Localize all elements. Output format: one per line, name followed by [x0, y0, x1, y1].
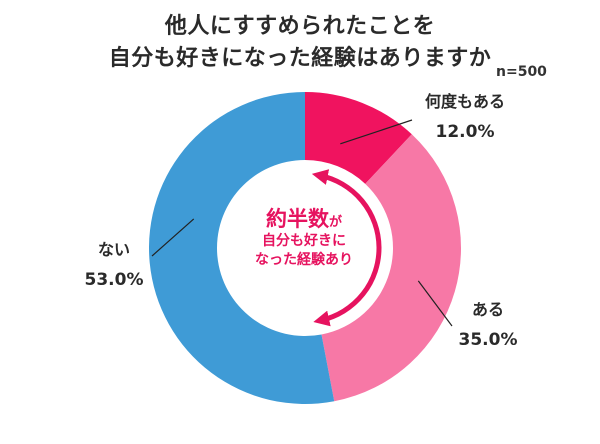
label-yes-name: ある: [471, 300, 504, 319]
sample-size: n=500: [496, 64, 547, 80]
leader-no: [151, 218, 195, 257]
center-main: 約半数: [265, 207, 329, 231]
slice-yes: [321, 134, 462, 402]
chart-title-line2: 自分も好きになった経験はありますか: [108, 46, 492, 71]
center-line2: 自分も好きに: [262, 233, 346, 249]
label-yes-value: 35.0%: [458, 330, 518, 350]
center-callout: 約半数が 自分も好きに なった経験あり: [224, 207, 384, 270]
leader-many-times: [340, 119, 413, 145]
label-many-times-name: 何度もある: [424, 92, 505, 111]
label-no-value: 53.0%: [84, 270, 144, 290]
label-many-times: 何度もある 12.0%: [410, 88, 520, 142]
center-line3: なった経験あり: [255, 252, 353, 268]
center-particle: が: [328, 215, 342, 230]
label-many-times-value: 12.0%: [435, 122, 495, 142]
label-no-name: ない: [97, 240, 130, 259]
leader-yes: [417, 280, 453, 327]
slice-no: [149, 92, 335, 404]
label-yes: ある 35.0%: [448, 296, 528, 350]
center-arrow: [311, 169, 382, 327]
chart-title-line1: 他人にすすめられたことを: [164, 14, 436, 39]
label-no: ない 53.0%: [74, 236, 154, 290]
